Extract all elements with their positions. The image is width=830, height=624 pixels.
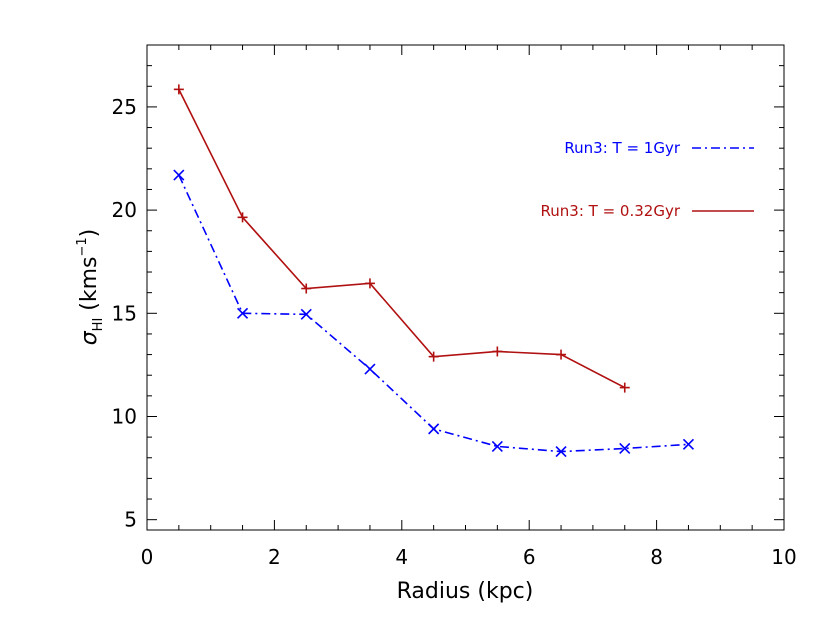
- y-axis-label-units: (kms: [77, 256, 102, 317]
- x-axis-label: Radius (kpc): [397, 579, 534, 604]
- y-axis-label-exponent: −1: [75, 237, 90, 256]
- x-axis: 0 2 4 6 8 10: [141, 45, 797, 569]
- data-point: [619, 442, 631, 455]
- y-axis: 5 10 15 20 25: [112, 44, 784, 532]
- series-line-1: [178, 89, 626, 389]
- data-point: [491, 440, 503, 452]
- legend-label: Run3: T = 1Gyr: [564, 139, 680, 157]
- legend-label: Run3: T = 0.32Gyr: [541, 202, 681, 220]
- data-point: [619, 382, 630, 393]
- series-layer: [173, 84, 695, 458]
- plot-frame: [146, 44, 785, 531]
- data-point: [173, 84, 184, 95]
- data-point: [237, 212, 248, 223]
- y-tick-label: 10: [112, 404, 137, 428]
- x-tick-label: 6: [523, 545, 536, 569]
- y-tick-label: 15: [112, 301, 137, 325]
- data-point: [301, 283, 312, 294]
- data-point: [682, 438, 695, 450]
- y-tick-label: 5: [124, 508, 137, 532]
- data-point: [364, 278, 375, 289]
- y-axis-label: σHI (kms−1): [75, 229, 106, 346]
- y-axis-label-symbol: σ: [77, 330, 102, 345]
- data-point: [173, 169, 185, 181]
- legend: Run3: T = 1Gyr Run3: T = 0.32Gyr: [541, 139, 754, 220]
- x-tick-label: 10: [771, 545, 796, 569]
- data-point: [492, 346, 503, 357]
- x-tick-label: 4: [395, 545, 408, 569]
- y-tick-label: 20: [112, 198, 137, 222]
- x-tick-label: 8: [650, 545, 663, 569]
- data-point: [236, 307, 249, 319]
- data-point: [300, 308, 312, 320]
- x-tick-label: 0: [141, 545, 154, 569]
- y-axis-label-subscript: HI: [91, 318, 106, 332]
- data-point: [364, 363, 376, 375]
- data-point: [428, 351, 439, 362]
- x-tick-label: 2: [268, 545, 281, 569]
- y-axis-label-units-close: ): [77, 229, 102, 238]
- y-tick-label: 25: [112, 95, 137, 119]
- data-point: [555, 446, 567, 458]
- data-point: [428, 423, 440, 435]
- data-point: [556, 349, 567, 360]
